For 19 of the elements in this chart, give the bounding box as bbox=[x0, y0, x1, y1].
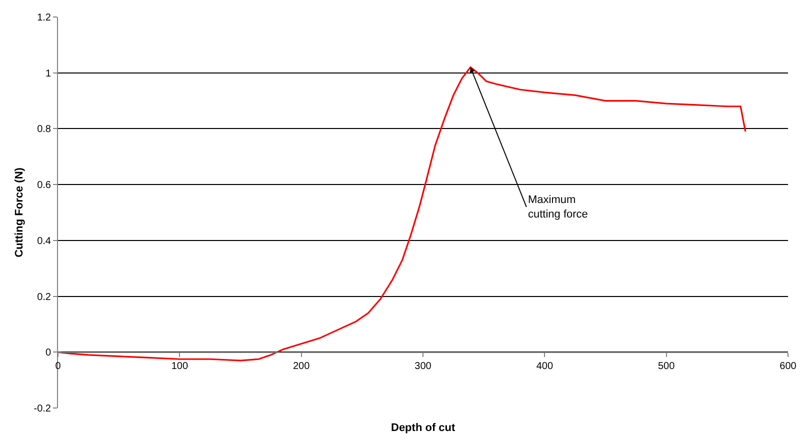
x-tick-label: 200 bbox=[292, 361, 310, 372]
y-tick-label: -0.2 bbox=[34, 404, 52, 414]
x-tick-label: 100 bbox=[171, 361, 188, 372]
x-axis-title: Depth of cut bbox=[391, 422, 456, 434]
x-tick-label: 500 bbox=[658, 361, 676, 372]
y-tick-label: 1 bbox=[45, 68, 52, 80]
y-tick-label: 0.8 bbox=[37, 124, 52, 136]
y-tick-label: 0 bbox=[45, 348, 52, 359]
y-axis-title: Cutting Force (N) bbox=[13, 167, 26, 258]
y-tick-label: 0.4 bbox=[37, 236, 52, 247]
y-tick-label: 0.2 bbox=[37, 292, 52, 303]
y-tick-label: 0.6 bbox=[37, 180, 52, 192]
annotation: Maximum cutting force bbox=[528, 194, 588, 220]
line-series bbox=[58, 66, 746, 362]
x-tick-label: 0 bbox=[55, 361, 62, 372]
y-tick-label: 1.2 bbox=[37, 12, 52, 24]
x-tick-label: 600 bbox=[780, 361, 797, 372]
x-tick-label: 400 bbox=[536, 361, 554, 372]
x-tick-label: 300 bbox=[414, 361, 432, 372]
